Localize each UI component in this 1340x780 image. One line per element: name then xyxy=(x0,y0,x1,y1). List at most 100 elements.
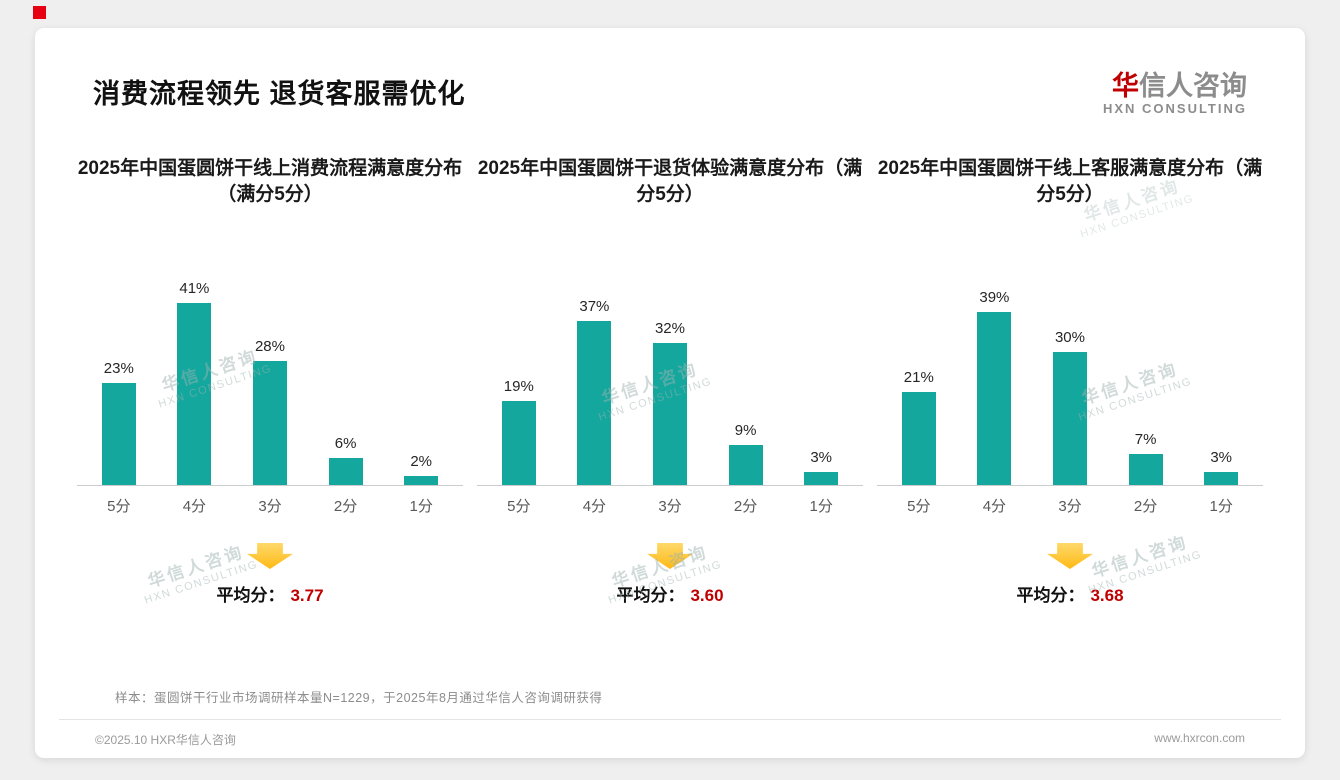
chart-title: 2025年中国蛋圆饼干退货体验满意度分布（满分5分） xyxy=(477,157,863,205)
website-link[interactable]: www.hxrcon.com xyxy=(1154,731,1245,745)
report-card: 消费流程领先 退货客服需优化 华信人咨询 HXN CONSULTING 2025… xyxy=(35,28,1305,758)
bar-column: 2% xyxy=(383,453,459,485)
bar xyxy=(404,475,439,485)
x-axis-labels: 5分 4分 3分 2分 1分 xyxy=(477,495,863,516)
charts-row: 2025年中国蛋圆饼干线上消费流程满意度分布（满分5分） 23% 41% 28% 6%… xyxy=(35,156,1305,606)
bar-plot: 23% 41% 28% 6% 2% 5分 4分 3分 2分 1分 xyxy=(77,248,463,516)
category-label: 5分 xyxy=(507,497,531,515)
header: 消费流程领先 退货客服需优化 华信人咨询 HXN CONSULTING xyxy=(35,28,1305,116)
category-label: 4分 xyxy=(982,497,1007,515)
bar-value-label: 39% xyxy=(979,288,1010,306)
bar-column: 7% xyxy=(1108,431,1184,485)
category-label: 1分 xyxy=(409,497,433,515)
bar xyxy=(252,360,287,485)
category-label: 3分 xyxy=(1058,497,1082,515)
bar-column: 23% xyxy=(81,360,157,485)
category-label: 4分 xyxy=(182,497,207,515)
chart-title: 2025年中国蛋圆饼干线上消费流程满意度分布（满分5分） xyxy=(77,157,463,205)
bar-value-label: 9% xyxy=(734,421,757,439)
bar-column: 9% xyxy=(708,422,784,485)
logo-accent-char: 华 xyxy=(1112,71,1139,101)
bar-column: 39% xyxy=(957,289,1033,485)
bar-value-label: 3% xyxy=(810,448,833,466)
bar-value-label: 2% xyxy=(410,452,433,470)
bar-value-label: 3% xyxy=(1210,448,1233,466)
corner-accent xyxy=(33,6,46,19)
bar-value-label: 32% xyxy=(654,319,685,337)
bar-column: 3% xyxy=(783,449,859,485)
down-arrow-icon xyxy=(647,542,693,569)
bar xyxy=(804,471,839,485)
bar-column: 6% xyxy=(308,435,384,485)
average-label: 平均分： xyxy=(216,585,285,605)
category-label: 2分 xyxy=(333,497,358,515)
bar xyxy=(977,311,1012,485)
bar-value-label: 19% xyxy=(503,377,534,395)
bar-value-label: 28% xyxy=(254,337,285,355)
down-arrow-icon xyxy=(1047,542,1093,569)
average-score: 平均分： 3.68 xyxy=(877,581,1263,606)
chart-title: 2025年中国蛋圆饼干线上客服满意度分布（满分5分） xyxy=(877,157,1263,205)
bar-column: 3% xyxy=(1183,449,1259,485)
category-label: 5分 xyxy=(107,497,131,515)
bar-value-label: 23% xyxy=(103,359,134,377)
bar-plot: 19% 37% 32% 9% 3% 5分 4分 3分 2分 1分 xyxy=(477,248,863,516)
x-axis-labels: 5分 4分 3分 2分 1分 xyxy=(877,495,1263,516)
bars-area: 21% 39% 30% 7% 3% xyxy=(877,248,1263,486)
bars-area: 23% 41% 28% 6% 2% xyxy=(77,248,463,486)
bar-value-label: 30% xyxy=(1054,328,1085,346)
bar-column: 21% xyxy=(881,369,957,485)
bar-column: 41% xyxy=(157,280,233,485)
bar-column: 30% xyxy=(1032,329,1108,485)
bar-value-label: 6% xyxy=(334,434,357,452)
bar xyxy=(101,382,136,485)
category-label: 5分 xyxy=(907,497,931,515)
category-label: 1分 xyxy=(809,497,833,515)
chart-customer-service: 2025年中国蛋圆饼干线上客服满意度分布（满分5分） 21% 39% 30% 7% 3%… xyxy=(877,156,1263,606)
bar-column: 37% xyxy=(557,298,633,485)
bar xyxy=(1052,351,1087,485)
bar-value-label: 37% xyxy=(579,297,610,315)
average-score: 平均分： 3.60 xyxy=(477,581,863,606)
sample-note: 样本：蛋圆饼干行业市场调研样本量N=1229，于2025年8月通过华信人咨询调研… xyxy=(115,691,603,705)
category-label: 3分 xyxy=(658,497,682,515)
page-title: 消费流程领先 退货客服需优化 xyxy=(93,79,466,109)
bar-column: 32% xyxy=(632,320,708,485)
average-value: 3.77 xyxy=(290,585,324,605)
logo-rest-chars: 信人咨询 xyxy=(1139,71,1247,101)
bar xyxy=(652,342,687,485)
bar xyxy=(1128,453,1163,485)
bar xyxy=(577,320,612,485)
bars-area: 19% 37% 32% 9% 3% xyxy=(477,248,863,486)
bar xyxy=(328,457,363,485)
footer: ©2025.10 HXR华信人咨询 www.hxrcon.com xyxy=(59,719,1281,748)
logo-wordmark: 华信人咨询 xyxy=(1103,72,1247,100)
average-label: 平均分： xyxy=(1016,585,1085,605)
bar xyxy=(728,444,763,485)
bar-value-label: 7% xyxy=(1134,430,1157,448)
chart-consumption-process: 2025年中国蛋圆饼干线上消费流程满意度分布（满分5分） 23% 41% 28% 6%… xyxy=(77,156,463,606)
bar-plot: 21% 39% 30% 7% 3% 5分 4分 3分 2分 1分 xyxy=(877,248,1263,516)
category-label: 2分 xyxy=(1133,497,1158,515)
down-arrow-icon xyxy=(247,542,293,569)
average-score: 平均分： 3.77 xyxy=(77,581,463,606)
bar-column: 28% xyxy=(232,338,308,485)
chart-return-experience: 2025年中国蛋圆饼干退货体验满意度分布（满分5分） 19% 37% 32% 9% 3%… xyxy=(477,156,863,606)
category-label: 2分 xyxy=(733,497,758,515)
bar-column: 19% xyxy=(481,378,557,485)
brand-logo: 华信人咨询 HXN CONSULTING xyxy=(1103,72,1247,116)
bar xyxy=(177,302,212,485)
copyright-text: ©2025.10 HXR华信人咨询 xyxy=(95,733,236,747)
logo-subtitle: HXN CONSULTING xyxy=(1102,101,1247,117)
bar-value-label: 41% xyxy=(179,279,210,297)
bar xyxy=(501,400,536,485)
category-label: 4分 xyxy=(582,497,607,515)
average-label: 平均分： xyxy=(616,585,685,605)
bar xyxy=(901,391,936,485)
bar-value-label: 21% xyxy=(903,368,934,386)
category-label: 3分 xyxy=(258,497,282,515)
bar xyxy=(1204,471,1239,485)
x-axis-labels: 5分 4分 3分 2分 1分 xyxy=(77,495,463,516)
category-label: 1分 xyxy=(1209,497,1233,515)
average-value: 3.60 xyxy=(690,585,724,605)
